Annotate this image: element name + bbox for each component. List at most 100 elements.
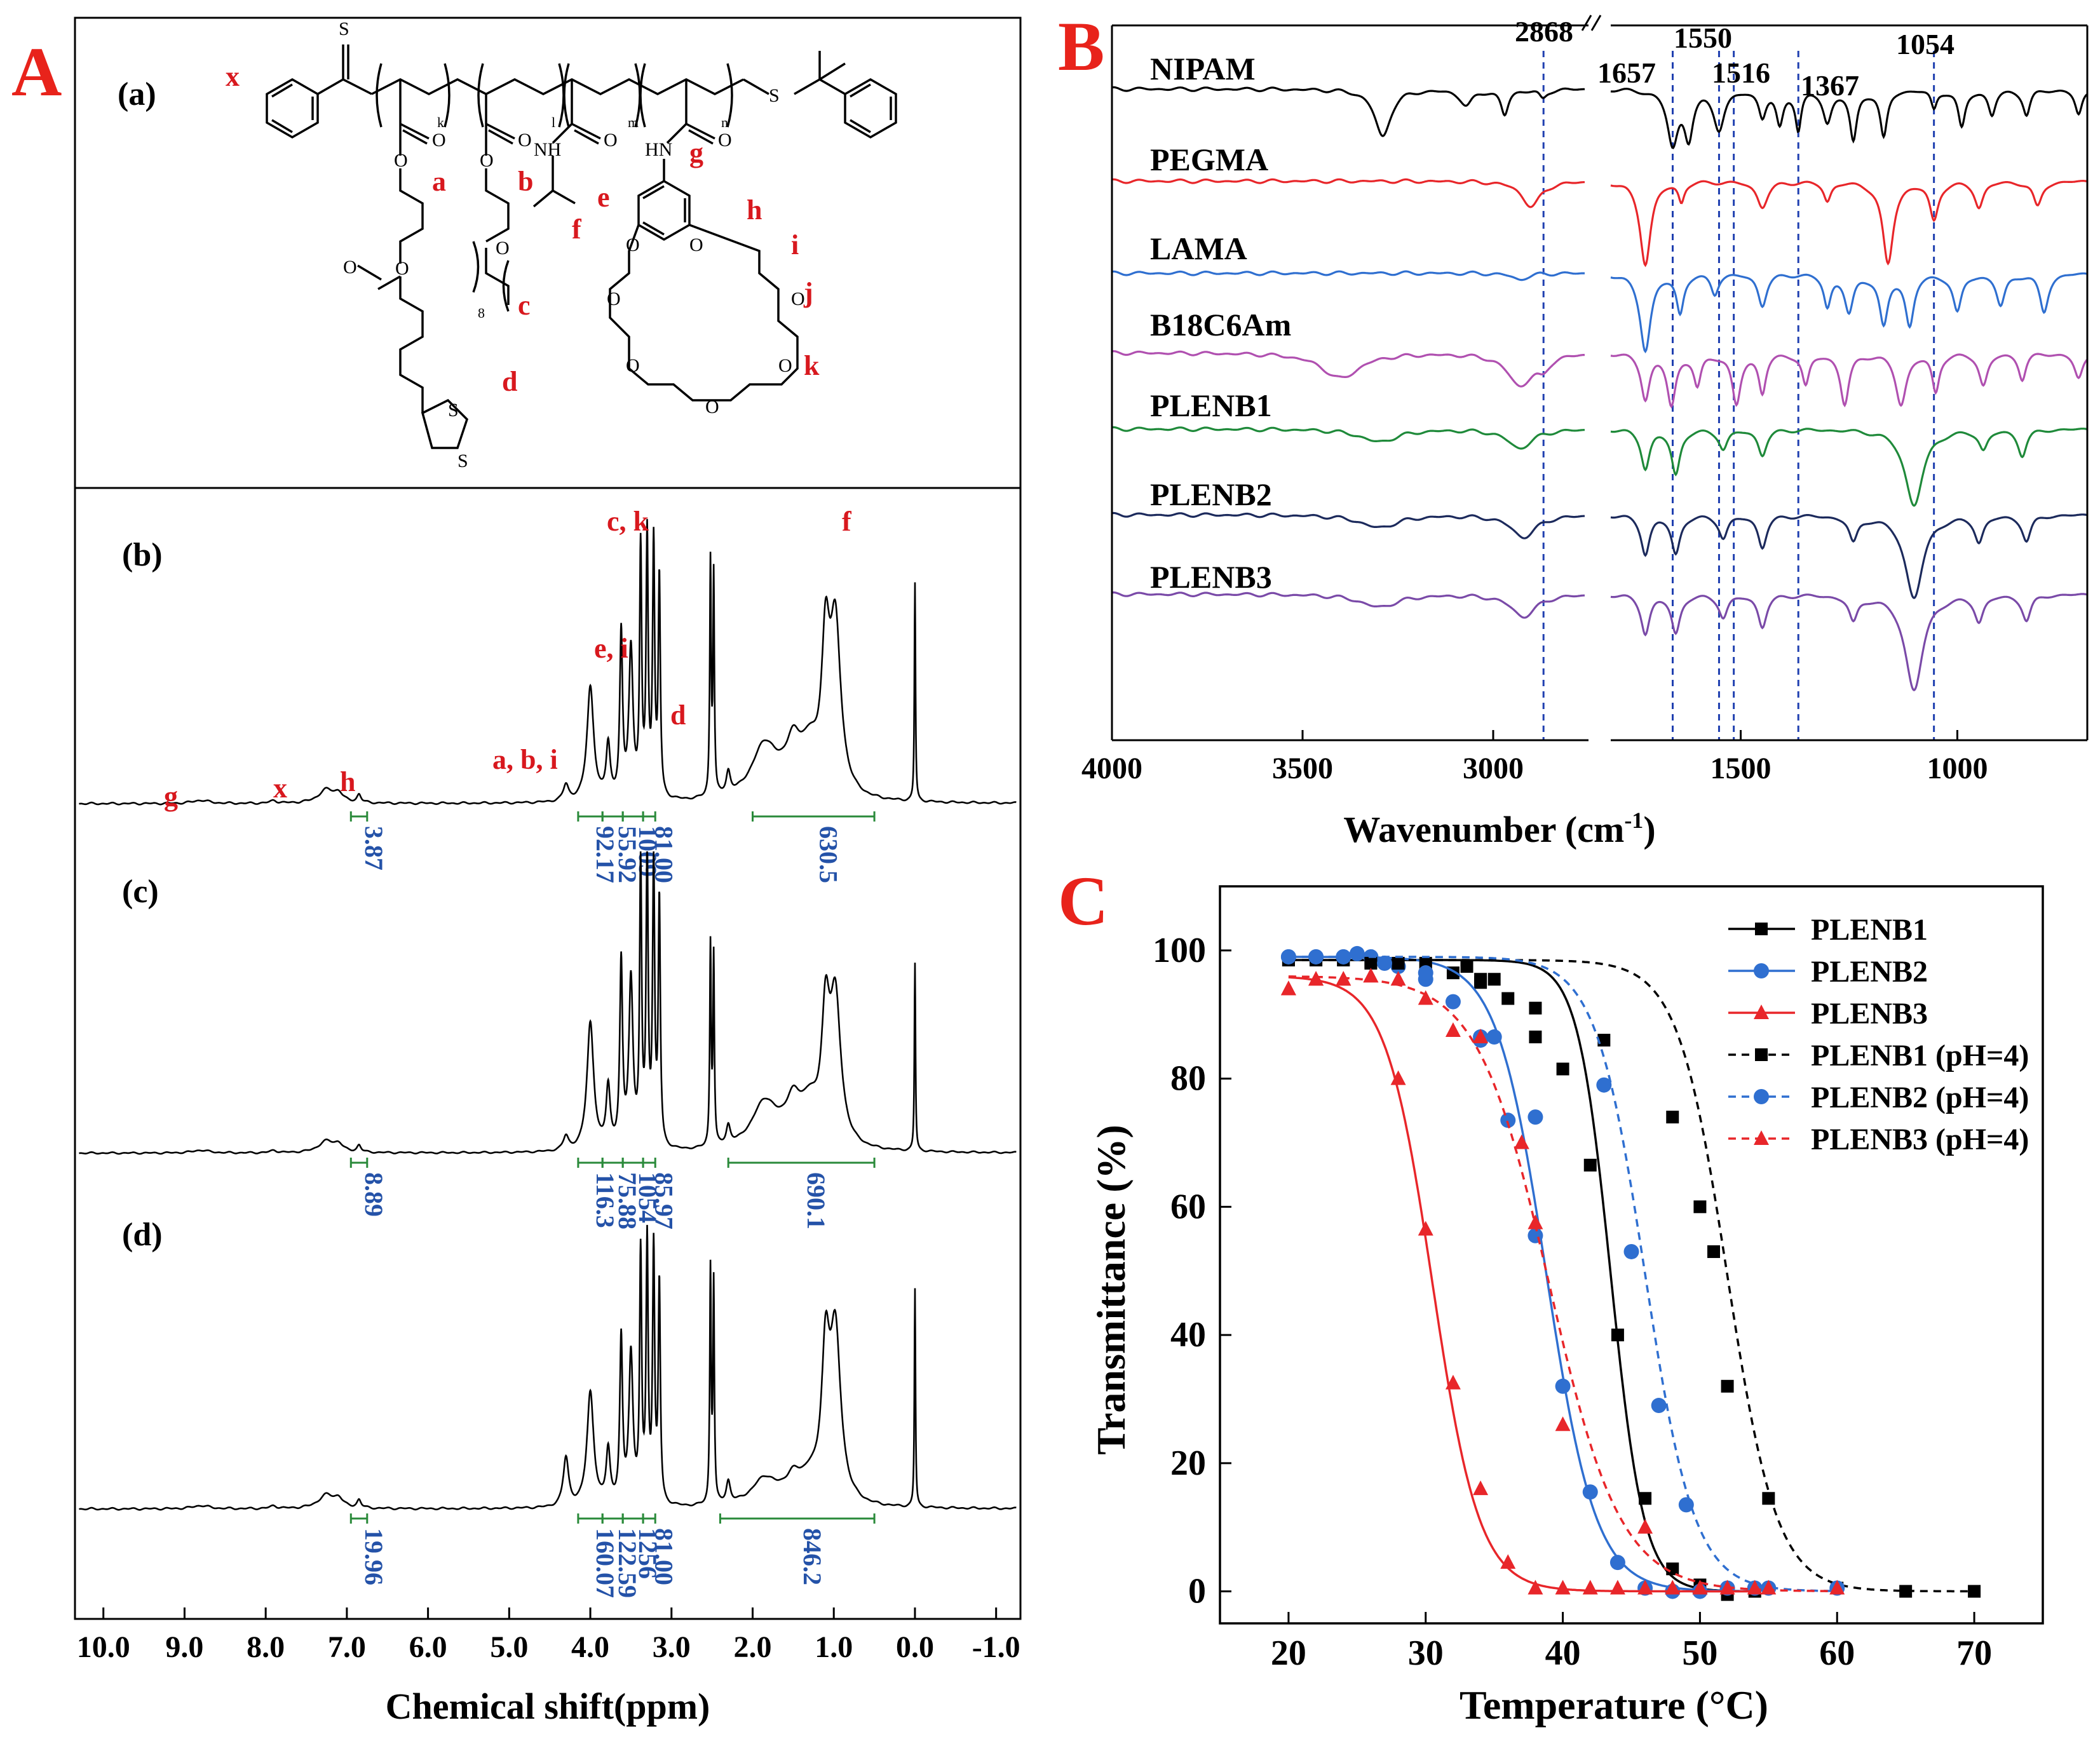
assign-a: a bbox=[432, 166, 446, 197]
ir-trace-plenb2-L bbox=[1111, 511, 1585, 539]
ir-x-label-main: Wavenumber (cm bbox=[1343, 809, 1624, 850]
data-point bbox=[1678, 1497, 1694, 1513]
nmr-tick-label: 1.0 bbox=[815, 1630, 853, 1664]
panel-letter-b: B bbox=[1058, 8, 1104, 85]
data-point bbox=[1762, 1492, 1775, 1505]
atom-o12: O bbox=[607, 288, 621, 309]
nmr-tick-label: 0.0 bbox=[896, 1630, 934, 1664]
nmr-frame bbox=[74, 487, 1022, 1620]
atom-o11: O bbox=[689, 234, 703, 255]
data-point bbox=[1528, 1109, 1543, 1125]
ir-x-axis: 4000 3500 3000 1500 1000 bbox=[1081, 15, 2089, 785]
sub-k: k bbox=[437, 114, 444, 130]
lcst-x-tick-label: 40 bbox=[1545, 1634, 1581, 1673]
atom-nh: NH bbox=[534, 139, 561, 160]
atom-o13: O bbox=[791, 288, 805, 309]
ir-x-label: Wavenumber (cm-1) bbox=[1343, 808, 1655, 850]
lcst-y-tick-label: 20 bbox=[1170, 1444, 1206, 1483]
legend-entry: PLENB1 bbox=[1811, 913, 1928, 947]
peak-x: x bbox=[273, 773, 287, 804]
peak-ck: c, k bbox=[607, 506, 649, 537]
data-point bbox=[1390, 1070, 1406, 1085]
ir-x-label-end: ) bbox=[1643, 809, 1655, 850]
data-point bbox=[1486, 1029, 1502, 1045]
left-phenyl-ring bbox=[266, 78, 319, 139]
integral-value: 1054 bbox=[633, 1172, 662, 1223]
sub-m: m bbox=[628, 114, 639, 130]
lcst-x-tick-label: 70 bbox=[1956, 1634, 1992, 1673]
integral-value: 8.89 bbox=[360, 1172, 388, 1217]
lcst-fit-plenb2-ph-4- bbox=[1288, 956, 1838, 1592]
data-point bbox=[1666, 1111, 1679, 1124]
integral-value: 846.2 bbox=[798, 1528, 827, 1585]
integral-value: 1256 bbox=[633, 1528, 662, 1579]
data-point bbox=[1761, 1580, 1777, 1595]
nmr-tick-label: -1.0 bbox=[972, 1630, 1020, 1664]
data-point bbox=[1609, 1580, 1625, 1595]
spectrum-d-label: (d) bbox=[122, 1217, 163, 1253]
panel-c: C 20 30 40 50 60 70 0 20 40 60 80 100 PLENB1 PLENB2 PL… bbox=[1058, 862, 2044, 1728]
sub-8: 8 bbox=[478, 305, 485, 321]
nmr-tick-label: 10.0 bbox=[77, 1630, 130, 1664]
integral-value: 122.59 bbox=[613, 1528, 642, 1598]
data-point bbox=[1445, 1022, 1461, 1037]
integral-value: 160.07 bbox=[591, 1528, 620, 1598]
atom-s3: S bbox=[448, 400, 459, 421]
atom-s1: S bbox=[339, 18, 349, 39]
ir-x-label-sup: -1 bbox=[1624, 808, 1643, 833]
data-point bbox=[1899, 1585, 1913, 1598]
data-point bbox=[1418, 990, 1433, 1005]
data-point bbox=[1651, 1398, 1667, 1414]
atom-o8: O bbox=[718, 130, 732, 151]
peak-ei: e, i bbox=[594, 633, 628, 664]
peak-d: d bbox=[670, 700, 686, 731]
data-point bbox=[1349, 945, 1365, 961]
data-point bbox=[1754, 963, 1769, 978]
panel-letter-c: C bbox=[1058, 862, 1108, 940]
nmr-tick-label: 6.0 bbox=[409, 1630, 447, 1664]
data-point bbox=[1754, 1005, 1769, 1019]
spectrum-b-peak-labels: g x h a, b, i e, i c, k d f bbox=[164, 506, 852, 812]
sub-n: n bbox=[721, 114, 728, 130]
data-point bbox=[1596, 1077, 1612, 1093]
data-point bbox=[1460, 960, 1473, 973]
subpanel-a-label: (a) bbox=[118, 76, 156, 112]
atom-o16: O bbox=[705, 396, 719, 417]
ir-trace-lama-R bbox=[1610, 272, 2088, 354]
spectrum-c-label: (c) bbox=[122, 874, 159, 910]
data-point bbox=[1829, 1580, 1845, 1595]
ir-marker-label: 1550 bbox=[1674, 22, 1732, 54]
ir-trace-b18c6am-L bbox=[1111, 350, 1585, 388]
assign-b: b bbox=[518, 166, 533, 197]
spectrum-b-label: (b) bbox=[122, 537, 163, 573]
crown-ether-ring bbox=[609, 224, 799, 402]
peak-f: f bbox=[842, 506, 852, 537]
atom-o7: O bbox=[604, 130, 618, 151]
ir-series-label: B18C6Am bbox=[1150, 307, 1291, 342]
atom-o9: O bbox=[496, 238, 510, 259]
data-point bbox=[1363, 968, 1379, 983]
data-point bbox=[1336, 949, 1351, 964]
assign-g: g bbox=[689, 137, 703, 168]
panel-a: A (a) bbox=[11, 8, 1104, 1727]
integral-value: 630.5 bbox=[814, 826, 843, 883]
data-point bbox=[1308, 971, 1324, 986]
data-point bbox=[1665, 1580, 1681, 1595]
nmr-spectrum-trace-b bbox=[79, 518, 1017, 806]
lcst-fit-plenb3-ph-4- bbox=[1288, 975, 1838, 1593]
legend-entry: PLENB2 (pH=4) bbox=[1811, 1081, 2029, 1114]
atom-s4: S bbox=[457, 450, 468, 471]
ir-tick-label: 3500 bbox=[1272, 752, 1333, 785]
data-point bbox=[1445, 1374, 1461, 1390]
data-point bbox=[1637, 1580, 1653, 1595]
atom-o5: O bbox=[432, 130, 446, 151]
data-point bbox=[1755, 923, 1768, 935]
ir-series-label: PLENB3 bbox=[1150, 559, 1272, 595]
nmr-tick-label: 8.0 bbox=[247, 1630, 285, 1664]
data-point bbox=[1693, 1200, 1707, 1214]
ir-axis-break-mark bbox=[1581, 15, 1602, 31]
data-point bbox=[1500, 1554, 1516, 1569]
atom-hn: HN bbox=[645, 139, 672, 160]
